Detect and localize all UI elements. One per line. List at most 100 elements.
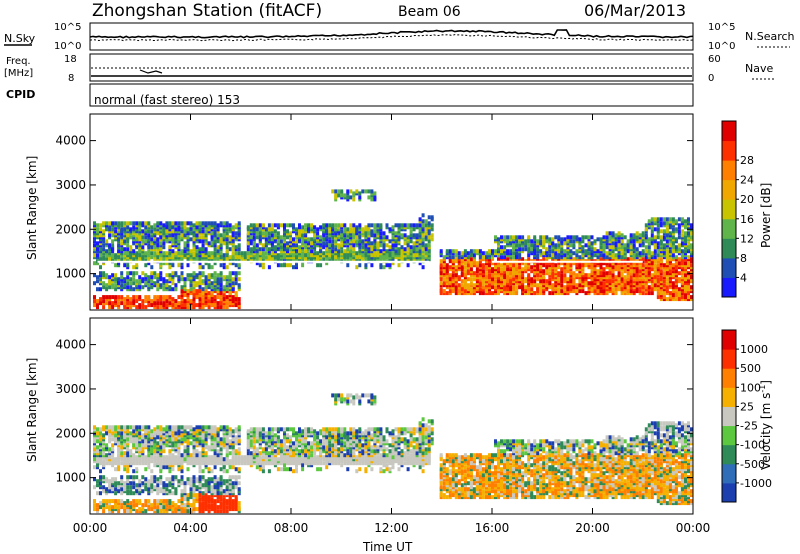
power-cell (469, 257, 473, 262)
power-cell (316, 253, 320, 258)
power-cell (340, 229, 344, 234)
power-cell (656, 295, 660, 300)
power-cell (150, 271, 154, 276)
colorbar-tick: 28 (740, 154, 754, 167)
power-cell (659, 257, 663, 262)
power-cell (138, 279, 142, 284)
power-cell (512, 285, 516, 290)
velocity-cell (171, 467, 175, 472)
power-cell (406, 251, 410, 256)
power-cell (132, 299, 136, 304)
power-cell (132, 277, 136, 282)
power-cell (99, 287, 102, 292)
power-cell (126, 285, 130, 290)
power-cell (298, 253, 301, 258)
power-cell (569, 243, 573, 248)
velocity-cell (150, 475, 154, 480)
colorbar-tick: 12 (740, 232, 754, 245)
power-cell (334, 253, 338, 258)
power-cell (150, 237, 154, 242)
power-cell (542, 235, 546, 240)
power-cell (289, 263, 292, 268)
power-cell (665, 297, 669, 302)
power-cell (111, 233, 115, 238)
power-cell (427, 243, 431, 248)
power-cell (599, 289, 603, 294)
power-cell (671, 235, 675, 240)
power-cell (237, 277, 241, 282)
velocity-cell (183, 437, 187, 442)
power-cell (105, 257, 109, 262)
power-cell (108, 275, 112, 280)
power-cell (650, 253, 654, 258)
ytick-label: 2000 (55, 222, 86, 236)
power-cell (210, 281, 214, 286)
power-cell (650, 251, 654, 256)
velocity-cell (120, 505, 124, 510)
power-cell (304, 253, 308, 258)
power-cell (623, 243, 627, 248)
power-cell (684, 231, 687, 236)
power-cell (641, 241, 645, 246)
power-cell (421, 237, 425, 242)
power-cell (255, 253, 259, 258)
power-cell (659, 229, 663, 234)
power-cell (512, 245, 516, 250)
power-cell (521, 235, 525, 240)
velocity-cell (171, 491, 175, 496)
velocity-cell (111, 477, 115, 482)
velocity-cell (96, 483, 99, 488)
power-cell (557, 253, 561, 258)
power-cell (469, 267, 473, 272)
power-cell (156, 279, 160, 284)
power-cell (536, 263, 540, 268)
velocity-cell (105, 487, 109, 492)
power-cell (340, 189, 344, 194)
power-cell (331, 235, 335, 240)
velocity-cell (198, 431, 202, 436)
power-cell (189, 249, 193, 254)
power-cell (93, 221, 96, 226)
power-cell (343, 227, 347, 232)
power-cell (424, 227, 428, 232)
power-cell (147, 249, 151, 254)
power-cell (665, 239, 669, 244)
power-cell (340, 223, 344, 228)
power-cell (593, 289, 597, 294)
velocity-cell (141, 433, 145, 438)
power-cell (192, 283, 196, 288)
velocity-cell (159, 425, 163, 430)
power-cell (379, 235, 383, 240)
power-cell (370, 223, 374, 228)
power-cell (557, 287, 561, 292)
power-cell (358, 239, 362, 244)
power-cell (201, 291, 205, 296)
power-cell (614, 233, 618, 238)
power-cell (108, 225, 112, 230)
power-cell (99, 247, 102, 252)
power-cell (198, 271, 202, 276)
colorbar-swatch (722, 140, 736, 161)
power-cell (488, 249, 491, 254)
power-cell (177, 235, 181, 240)
power-cell (659, 217, 663, 222)
power-cell (216, 273, 220, 278)
power-cell (364, 251, 368, 256)
velocity-cell (192, 431, 196, 436)
power-cell (219, 271, 223, 276)
velocity-cell (183, 445, 187, 450)
power-cell (108, 295, 112, 300)
velocity-cell (156, 477, 160, 482)
power-cell (337, 223, 341, 228)
velocity-cell (99, 491, 102, 496)
power-cell (430, 227, 434, 232)
power-cell (186, 305, 190, 310)
power-cell (358, 249, 362, 254)
power-cell (301, 251, 305, 256)
power-cell (358, 263, 362, 268)
power-cell (156, 283, 160, 288)
power-cell (162, 245, 166, 250)
power-cell (509, 253, 513, 258)
velocity-cell (126, 429, 130, 434)
station-title: Zhongshan Station (fitACF) (92, 1, 322, 21)
